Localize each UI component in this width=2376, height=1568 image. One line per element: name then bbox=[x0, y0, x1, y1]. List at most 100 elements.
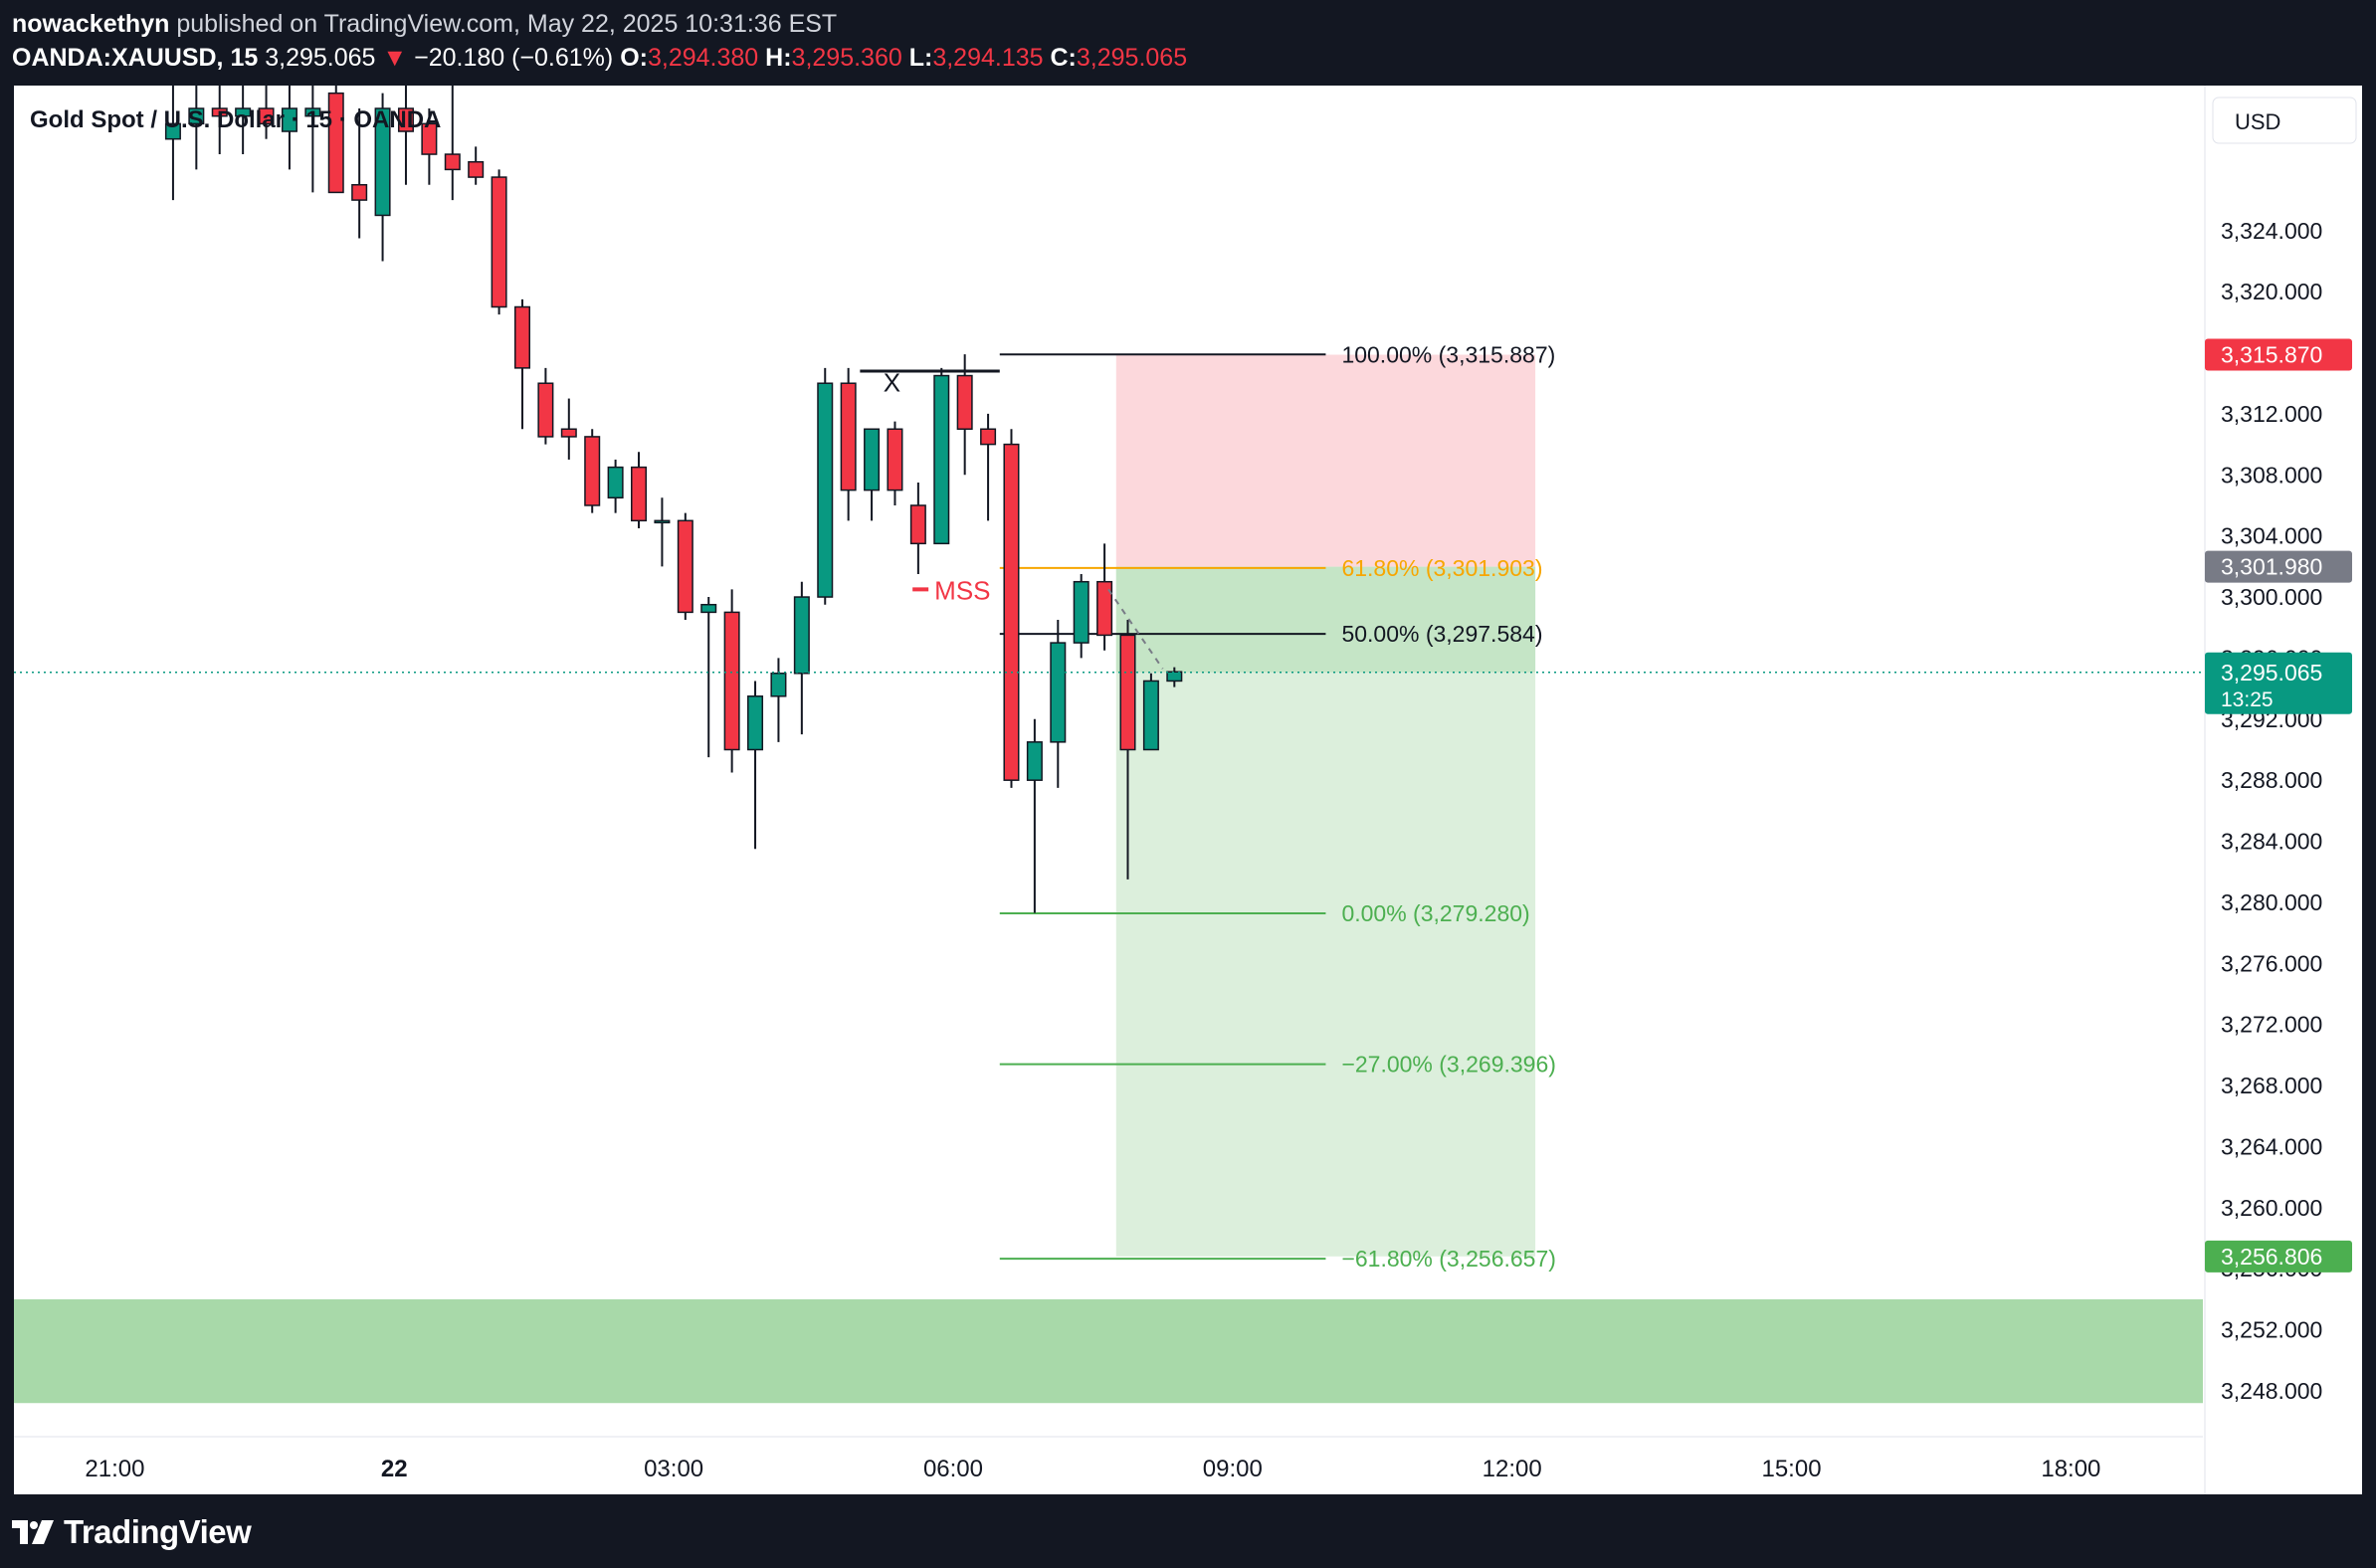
candle-body bbox=[1050, 642, 1067, 743]
candle-body bbox=[956, 374, 973, 431]
candle-body bbox=[188, 107, 205, 125]
time-tick-label: 03:00 bbox=[644, 1456, 703, 1482]
last-price-value: 3,295.065 bbox=[265, 44, 376, 72]
close-label: C: bbox=[1050, 44, 1077, 72]
price-tag-bg bbox=[2205, 338, 2352, 371]
open-value: 3,294.380 bbox=[647, 44, 759, 72]
candle-body bbox=[281, 107, 297, 132]
candle bbox=[700, 597, 717, 758]
candle-body bbox=[491, 176, 507, 308]
stop-loss-zone[interactable] bbox=[1115, 354, 1536, 567]
projection-path bbox=[1107, 588, 1164, 670]
candle-body bbox=[631, 466, 648, 522]
price-tick-label: 3,284.000 bbox=[2221, 829, 2322, 855]
footer-branding: TradingView bbox=[12, 1508, 252, 1556]
fib-level-label: 100.00% (3,315.887) bbox=[1341, 341, 1555, 367]
candle bbox=[1119, 620, 1136, 880]
candle bbox=[887, 421, 903, 505]
candle-body bbox=[1026, 741, 1043, 781]
candle-body bbox=[397, 107, 414, 132]
bar-countdown-label: 13:25 bbox=[2221, 688, 2274, 711]
open-pnl-zone bbox=[1115, 566, 1536, 673]
candle bbox=[793, 581, 810, 735]
zones-layer bbox=[14, 354, 2203, 1404]
fib-level-label: −61.80% (3,256.657) bbox=[1341, 1246, 1555, 1272]
currency-label: USD bbox=[2235, 109, 2280, 134]
candle bbox=[397, 86, 414, 185]
price-tag-bg bbox=[2205, 1240, 2352, 1273]
candle bbox=[1166, 667, 1183, 687]
fib-level-label: 50.00% (3,297.584) bbox=[1341, 621, 1542, 647]
high-label: H: bbox=[765, 44, 792, 72]
price-tick-label: 3,272.000 bbox=[2221, 1012, 2322, 1038]
candle bbox=[560, 398, 577, 460]
price-tick-label: 3,268.000 bbox=[2221, 1073, 2322, 1098]
candle-body bbox=[1166, 671, 1183, 683]
author-name[interactable]: nowackethyn bbox=[12, 10, 170, 38]
fib-retracement[interactable]: 100.00% (3,315.887) 61.80% (3,301.903) 50.… bbox=[999, 341, 1556, 1272]
price-tick-label: 3,288.000 bbox=[2221, 767, 2322, 793]
time-tick-label: 09:00 bbox=[1203, 1456, 1263, 1482]
candle-body bbox=[468, 160, 485, 178]
candle bbox=[909, 482, 926, 575]
price-tag-stop[interactable]: 3,315.870 bbox=[2205, 338, 2352, 371]
candle bbox=[537, 367, 554, 445]
change-value: −20.180 (−0.61%) bbox=[414, 44, 614, 72]
publish-text: published on TradingView.com, May 22, 20… bbox=[176, 10, 838, 38]
price-tag-entry[interactable]: 3,301.980 bbox=[2205, 550, 2352, 583]
candle-body bbox=[933, 374, 950, 545]
candle bbox=[374, 93, 391, 262]
candle-body bbox=[560, 428, 577, 438]
down-arrow-icon: ▼ bbox=[382, 44, 408, 72]
candle bbox=[1026, 718, 1043, 913]
time-axis[interactable]: 21:00 22 03:00 06:00 09:00 12:00 15:00 18:00 bbox=[14, 1436, 2203, 1482]
candle bbox=[1050, 620, 1067, 788]
candle bbox=[421, 108, 438, 185]
price-chart[interactable]: 100.00% (3,315.887) 61.80% (3,301.903) 50.… bbox=[14, 86, 2362, 1494]
candle-body bbox=[1119, 634, 1136, 751]
time-tick-label: 18:00 bbox=[2041, 1456, 2100, 1482]
candle bbox=[235, 86, 252, 155]
candle-body bbox=[374, 107, 391, 217]
candle-body bbox=[747, 695, 764, 751]
open-label: O: bbox=[620, 44, 648, 72]
low-value: 3,294.135 bbox=[932, 44, 1044, 72]
candle-body bbox=[1003, 443, 1020, 781]
fib-level-label: 0.00% (3,279.280) bbox=[1341, 900, 1529, 926]
candle bbox=[258, 86, 275, 139]
price-tag-target[interactable]: 3,256.806 bbox=[2205, 1240, 2352, 1273]
candle bbox=[1003, 429, 1020, 788]
last-price-tag-label: 3,295.065 bbox=[2221, 660, 2322, 686]
take-profit-zone[interactable] bbox=[1115, 566, 1536, 1257]
last-price-tag-bg bbox=[2205, 652, 2352, 714]
candle bbox=[468, 146, 485, 185]
candle bbox=[188, 86, 205, 170]
candle-body bbox=[817, 382, 834, 598]
close-value: 3,295.065 bbox=[1076, 44, 1188, 72]
candle-body bbox=[909, 504, 926, 545]
brand-name: TradingView bbox=[64, 1513, 252, 1550]
candle bbox=[864, 428, 881, 521]
candle-body bbox=[537, 382, 554, 438]
candle-body bbox=[164, 122, 181, 140]
candle-body bbox=[327, 92, 344, 194]
symbol-label: OANDA:XAUUSD, 15 bbox=[12, 44, 259, 72]
candle-body bbox=[793, 596, 810, 675]
candle bbox=[770, 658, 787, 742]
price-axis[interactable]: 3,248.0003,252.0003,256.0003,260.0003,26… bbox=[2204, 86, 2352, 1494]
candle bbox=[513, 298, 530, 430]
chart-title: Gold Spot / U.S. Dollar · 15 · OANDA bbox=[30, 106, 441, 133]
price-tick-label: 3,264.000 bbox=[2221, 1133, 2322, 1159]
candle bbox=[607, 459, 624, 513]
candle bbox=[164, 86, 181, 201]
candle bbox=[723, 589, 740, 773]
currency-button[interactable] bbox=[2212, 97, 2357, 144]
candle bbox=[933, 367, 950, 545]
candle-body bbox=[887, 428, 903, 491]
time-tick-label: 12:00 bbox=[1483, 1456, 1542, 1482]
low-label: L: bbox=[908, 44, 933, 72]
candle-body bbox=[723, 611, 740, 751]
mss-label: MSS bbox=[934, 575, 990, 605]
candle bbox=[491, 169, 507, 315]
